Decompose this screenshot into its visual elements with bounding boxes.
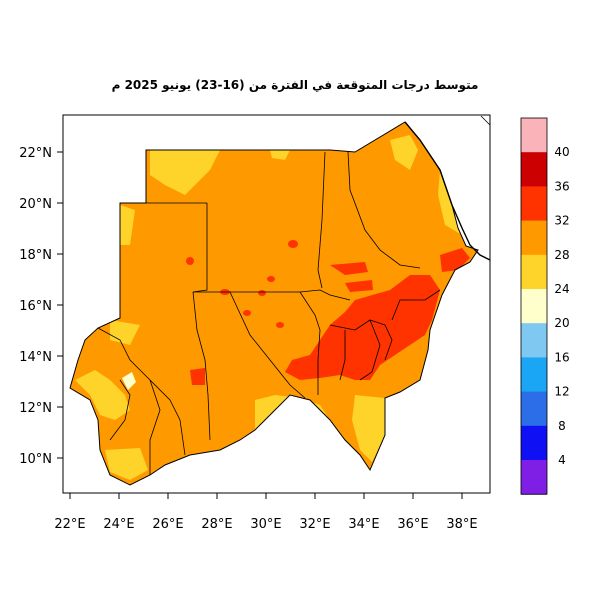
colorbar-frame <box>520 117 548 495</box>
map-title: متوسط درجات المتوقعة في الفترة من (16-23… <box>111 78 479 92</box>
longitude-tick-label: 30°E <box>250 517 281 532</box>
latitude-tick-label: 18°N <box>19 248 52 263</box>
latitude-tick-label: 10°N <box>19 452 52 467</box>
longitude-tick-label: 26°E <box>152 517 183 532</box>
colorbar-label: 16 <box>554 350 569 364</box>
longitude-tick-label: 38°E <box>446 517 477 532</box>
colorbar-swatch <box>521 254 547 290</box>
longitude-tick-label: 22°E <box>54 517 85 532</box>
longitude-tick-label: 36°E <box>397 517 428 532</box>
colorbar-legend: 40 36 32 28 24 20 16 12 8 4 <box>520 117 570 495</box>
colorbar-swatch <box>521 220 547 256</box>
latitude-tick-label: 22°N <box>19 146 52 161</box>
colorbar-swatch <box>521 460 547 495</box>
longitude-tick-label: 34°E <box>348 517 379 532</box>
longitude-tick-label: 32°E <box>299 517 330 532</box>
colorbar-swatch <box>521 289 547 324</box>
latitude-axis: 22°N 20°N 18°N 16°N 14°N 12°N 10°N <box>19 146 63 467</box>
colorbar-swatch <box>521 186 547 222</box>
colorbar-label: 8 <box>558 419 566 433</box>
colorbar-label: 32 <box>554 214 569 228</box>
colorbar-swatch <box>521 152 547 187</box>
colorbar-swatch <box>521 357 547 393</box>
colorbar-label: 24 <box>554 282 569 296</box>
colorbar-label: 12 <box>554 385 569 399</box>
colorbar-swatch <box>521 323 547 358</box>
latitude-tick-label: 20°N <box>19 197 52 212</box>
longitude-tick-label: 24°E <box>103 517 134 532</box>
colorbar-label: 36 <box>554 179 569 193</box>
latitude-tick-label: 16°N <box>19 299 52 314</box>
latitude-tick-label: 12°N <box>19 401 52 416</box>
state-boundaries <box>69 121 479 486</box>
colorbar-swatch <box>521 425 547 461</box>
colorbar-label: 20 <box>554 316 569 330</box>
colorbar-label: 4 <box>558 453 566 467</box>
latitude-tick-label: 14°N <box>19 350 52 365</box>
longitude-axis: 22°E 24°E 26°E 28°E 30°E 32°E 34°E 36°E 38°E <box>54 493 478 532</box>
longitude-tick-label: 28°E <box>201 517 232 532</box>
coast-edge-line <box>480 115 491 126</box>
red-sea-coast <box>404 121 491 261</box>
colorbar-swatch <box>521 118 547 153</box>
colorbar-swatch <box>521 391 547 427</box>
colorbar-label: 40 <box>554 145 569 159</box>
colorbar-label: 28 <box>554 248 569 262</box>
